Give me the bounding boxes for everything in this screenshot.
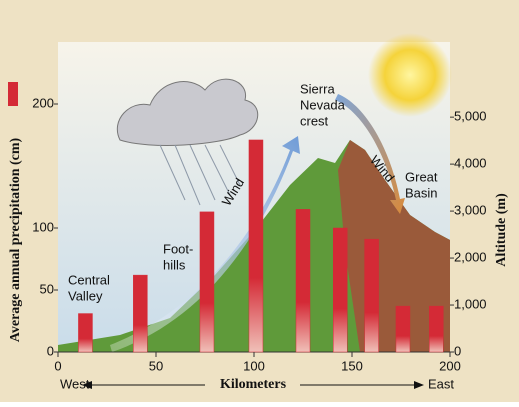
arrowhead bbox=[82, 381, 92, 389]
x-tick-label: 100 bbox=[243, 358, 265, 373]
y-tick-label: 200 bbox=[32, 95, 54, 110]
rain bbox=[159, 144, 241, 206]
x-tick-label: 150 bbox=[341, 358, 363, 373]
bar bbox=[364, 238, 379, 353]
y2-tick-label: 4,000 bbox=[454, 156, 487, 171]
bar bbox=[295, 209, 311, 353]
sun bbox=[368, 33, 452, 117]
annotation: Basin bbox=[405, 185, 438, 200]
annotation: Valley bbox=[68, 288, 103, 303]
x-tick-label: 200 bbox=[439, 358, 461, 373]
x-tick-label: 50 bbox=[149, 358, 163, 373]
y2-tick-label: 3,000 bbox=[454, 203, 487, 218]
annotation: Great bbox=[405, 169, 438, 184]
x-tick-label: 0 bbox=[54, 358, 61, 373]
bar bbox=[429, 305, 444, 353]
y-tick-label: 100 bbox=[32, 219, 54, 234]
cloud bbox=[116, 78, 259, 146]
annotation: Central bbox=[68, 272, 110, 287]
arrowhead bbox=[414, 381, 424, 389]
bar bbox=[248, 139, 264, 353]
legend-swatch bbox=[8, 82, 18, 106]
annotation: Foot- bbox=[163, 241, 193, 256]
bar bbox=[78, 313, 93, 353]
east-label: East bbox=[428, 376, 454, 391]
y2-axis-label: Altitude (m) bbox=[494, 193, 509, 267]
west-label: West bbox=[60, 376, 90, 391]
annotation: hills bbox=[163, 257, 186, 272]
y-axis-label: Average annual precipitation (cm) bbox=[8, 137, 23, 342]
annotation: crest bbox=[300, 113, 329, 128]
bar bbox=[199, 211, 215, 353]
y-tick-label: 0 bbox=[47, 343, 54, 358]
y-tick-label: 50 bbox=[40, 281, 54, 296]
bar bbox=[133, 274, 148, 353]
bar bbox=[332, 227, 348, 353]
annotation: Sierra bbox=[300, 81, 335, 96]
y2-tick-label: 0 bbox=[454, 343, 461, 358]
y2-tick-label: 1,000 bbox=[454, 296, 487, 311]
annotation: Nevada bbox=[300, 97, 346, 112]
wind-arrow bbox=[335, 94, 405, 214]
x-axis-label: Kilometers bbox=[220, 377, 287, 392]
y2-tick-label: 2,000 bbox=[454, 249, 487, 264]
bar bbox=[395, 305, 411, 353]
y2-tick-label: 5,000 bbox=[454, 109, 487, 124]
